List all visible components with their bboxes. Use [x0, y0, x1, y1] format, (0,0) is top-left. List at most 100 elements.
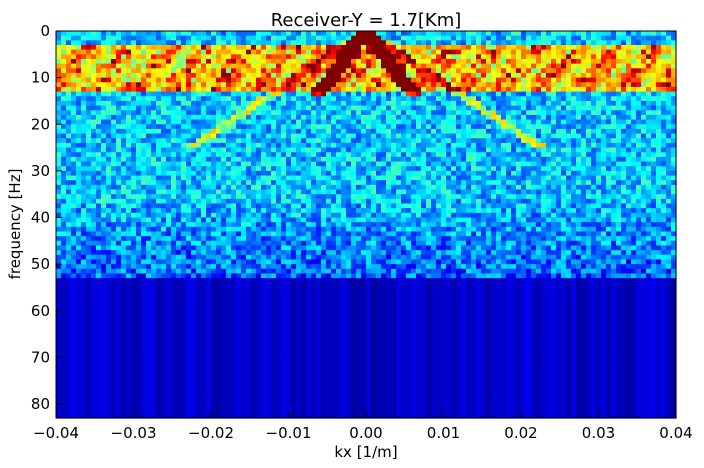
heatmap-cell — [251, 156, 257, 163]
heatmap-cell — [136, 152, 142, 158]
heatmap-cell — [421, 44, 427, 51]
heatmap-cell — [191, 31, 197, 37]
heatmap-cell — [536, 212, 542, 219]
heatmap-cell — [626, 180, 632, 186]
heatmap-cell — [571, 44, 577, 51]
heatmap-cell — [81, 86, 87, 93]
heatmap-cell — [416, 96, 422, 102]
heatmap-cell — [366, 110, 372, 116]
heatmap-cell — [501, 77, 507, 83]
heatmap-cell — [541, 35, 547, 41]
heatmap-cell — [446, 72, 452, 79]
heatmap-cell — [186, 128, 192, 135]
heatmap-cell — [291, 161, 297, 167]
heatmap-cell — [286, 170, 292, 177]
heatmap-cell — [281, 161, 287, 167]
heatmap-cell — [86, 152, 92, 158]
heatmap-cell — [301, 35, 307, 41]
heatmap-cell — [416, 49, 422, 55]
heatmap-cell — [316, 49, 322, 55]
heatmap-cell — [376, 152, 382, 158]
heatmap-cell — [146, 175, 152, 181]
heatmap-cell — [271, 31, 277, 37]
heatmap-cell — [336, 128, 342, 135]
heatmap-cell — [316, 170, 322, 177]
heatmap-cell — [386, 77, 392, 83]
heatmap-cell — [351, 124, 357, 130]
heatmap-cell — [521, 77, 527, 83]
heatmap-cell — [56, 110, 62, 116]
heatmap-cell — [171, 114, 177, 121]
heatmap-cell — [366, 198, 372, 205]
heatmap-cell — [296, 82, 302, 88]
heatmap-cell — [136, 133, 142, 139]
heatmap-cell — [156, 142, 162, 149]
heatmap-cell — [301, 161, 307, 167]
heatmap-cell — [166, 100, 172, 107]
heatmap-cell — [551, 35, 557, 41]
heatmap-cell — [336, 105, 342, 111]
heatmap-cell — [486, 212, 492, 219]
heatmap-cell — [571, 180, 577, 186]
heatmap-cell — [351, 152, 357, 158]
heatmap-cell — [371, 124, 377, 130]
heatmap-cell — [396, 170, 402, 177]
heatmap-cell — [301, 77, 307, 83]
heatmap-cell — [596, 105, 602, 111]
heatmap-cell — [561, 82, 567, 88]
heatmap-cell — [251, 184, 257, 191]
heatmap-cell — [196, 208, 202, 214]
heatmap-cell — [396, 49, 402, 55]
heatmap-cell — [251, 147, 257, 153]
heatmap-cell — [626, 44, 632, 51]
heatmap-cell — [496, 170, 502, 177]
heatmap-cell — [446, 156, 452, 163]
heatmap-cell — [636, 44, 642, 51]
heatmap-cell — [496, 100, 502, 107]
heatmap-cell — [666, 198, 672, 205]
heatmap-cell — [366, 91, 372, 97]
heatmap-cell — [306, 105, 312, 111]
heatmap-cell — [431, 72, 437, 79]
heatmap-cell — [441, 82, 447, 88]
heatmap-cell — [411, 91, 417, 97]
heatmap-cell — [576, 91, 582, 97]
heatmap-cell — [276, 96, 282, 102]
heatmap-cell — [461, 175, 467, 181]
heatmap-cell — [591, 105, 597, 111]
heatmap-cell — [501, 128, 507, 135]
heatmap-cell — [571, 194, 577, 200]
heatmap-cell — [86, 161, 92, 167]
heatmap-cell — [341, 175, 347, 181]
heatmap-cell — [446, 175, 452, 181]
heatmap-cell — [456, 72, 462, 79]
heatmap-cell — [96, 110, 102, 116]
heatmap-cell — [586, 198, 592, 205]
heatmap-cell — [576, 72, 582, 79]
heatmap-cell — [656, 166, 662, 172]
heatmap-cell — [626, 170, 632, 177]
heatmap-cell — [381, 119, 387, 125]
heatmap-cell — [301, 82, 307, 88]
heatmap-cell — [441, 44, 447, 51]
heatmap-cell — [541, 203, 547, 209]
heatmap-cell — [366, 133, 372, 139]
heatmap-cell — [561, 44, 567, 51]
heatmap-cell — [291, 180, 297, 186]
heatmap-cell — [366, 212, 372, 219]
heatmap-cell — [216, 91, 222, 97]
heatmap-cell — [256, 189, 262, 195]
heatmap-cell — [141, 68, 147, 74]
heatmap-cell — [296, 189, 302, 195]
heatmap-cell — [261, 40, 267, 46]
heatmap-cell — [376, 31, 382, 37]
heatmap-cell — [111, 82, 117, 88]
heatmap-cell — [311, 63, 317, 69]
heatmap-cell — [516, 170, 522, 177]
heatmap-cell — [646, 105, 652, 111]
heatmap-cell — [86, 86, 92, 93]
heatmap-cell — [216, 194, 222, 200]
heatmap-cell — [311, 142, 317, 149]
heatmap-cell — [321, 180, 327, 186]
heatmap-cell — [276, 40, 282, 46]
